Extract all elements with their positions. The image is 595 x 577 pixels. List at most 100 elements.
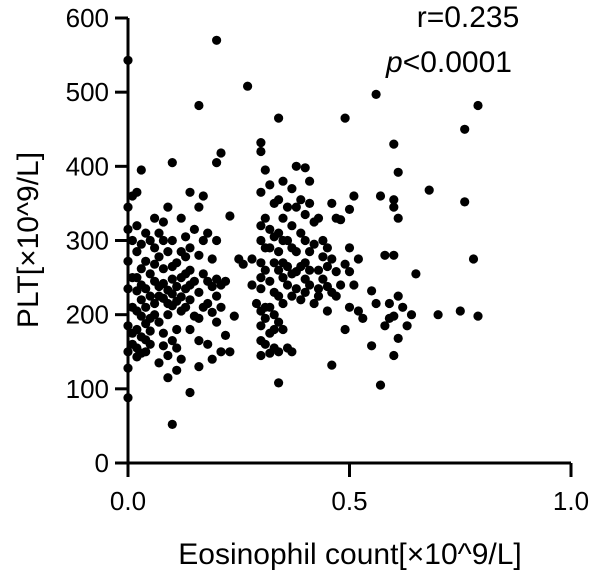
data-point [389,202,399,212]
data-point [460,124,470,134]
data-point [189,276,199,286]
data-point [380,321,390,331]
data-point [398,302,408,312]
data-point [327,360,337,370]
data-point [336,280,346,290]
data-point [349,280,359,290]
data-point [185,187,195,197]
data-point [269,324,279,335]
data-point [136,239,146,249]
data-point [154,228,164,238]
data-point [278,298,288,309]
data-point [136,311,146,321]
data-point [158,264,168,274]
data-point [225,211,235,221]
data-point [238,259,248,269]
x-tick-label: 0.0 [110,486,146,516]
data-point [167,419,177,429]
data-point [216,302,226,312]
data-point [127,235,137,246]
data-point [353,254,363,264]
data-point [260,339,270,349]
data-point [260,265,270,275]
data-point [384,298,394,309]
data-point [158,328,168,338]
data-point [274,228,284,238]
data-point [278,176,288,186]
data-point [336,215,346,225]
data-point [220,276,231,286]
data-point [433,310,443,320]
data-point [424,185,434,195]
data-point [185,243,195,253]
data-point [406,310,417,320]
data-point [167,289,177,299]
data-point [172,365,182,375]
data-point [181,302,191,312]
y-tick-label: 600 [66,3,109,33]
data-point [158,341,168,351]
data-point [132,187,142,197]
data-point [181,252,191,262]
data-point [313,265,324,275]
data-point [167,274,177,284]
data-point [278,213,288,223]
data-point [203,228,213,238]
data-point [309,298,319,309]
y-tick-label: 0 [95,448,109,478]
data-point [340,113,350,123]
data-point [291,247,301,257]
data-point [353,306,363,316]
data-point [132,247,142,257]
data-point [176,292,186,302]
data-point [136,295,146,305]
data-point [163,310,173,320]
data-point [305,198,315,208]
data-point [256,221,266,231]
data-point [313,213,324,223]
data-point [274,317,284,327]
data-point [136,264,146,274]
data-point [132,324,142,335]
data-point [207,307,217,317]
data-point [194,313,204,323]
data-point [207,354,217,364]
data-point [260,165,270,175]
data-point [322,306,332,316]
plot-area [123,35,483,429]
data-point [198,191,208,201]
p-value-text: <0.0001 [403,46,512,79]
data-point [172,324,182,335]
data-point [389,250,399,260]
data-point [247,254,257,264]
data-point [163,202,173,212]
data-point [141,302,151,312]
data-point [141,284,151,294]
data-point [460,197,470,207]
p-value-annotation: p<0.0001 [385,46,512,79]
data-point [260,313,270,323]
axes [126,18,571,465]
data-point [163,247,173,257]
data-point [225,347,235,357]
data-point [300,163,310,173]
data-point [274,195,284,205]
data-point [172,281,182,292]
data-point [282,235,293,246]
data-point [229,311,239,321]
x-tick-label: 0.5 [331,486,367,516]
data-point [274,247,284,257]
data-point [300,258,310,268]
data-point [455,306,465,316]
data-point [154,252,164,262]
data-point [327,254,337,264]
data-point [411,269,421,279]
data-point [167,336,177,346]
data-point [402,321,412,331]
data-point [305,280,315,290]
x-axis-label: Eosinophil count[×10^9/L] [178,538,522,571]
y-tick-label: 500 [66,77,109,107]
data-point [207,254,217,264]
data-point [167,158,177,168]
